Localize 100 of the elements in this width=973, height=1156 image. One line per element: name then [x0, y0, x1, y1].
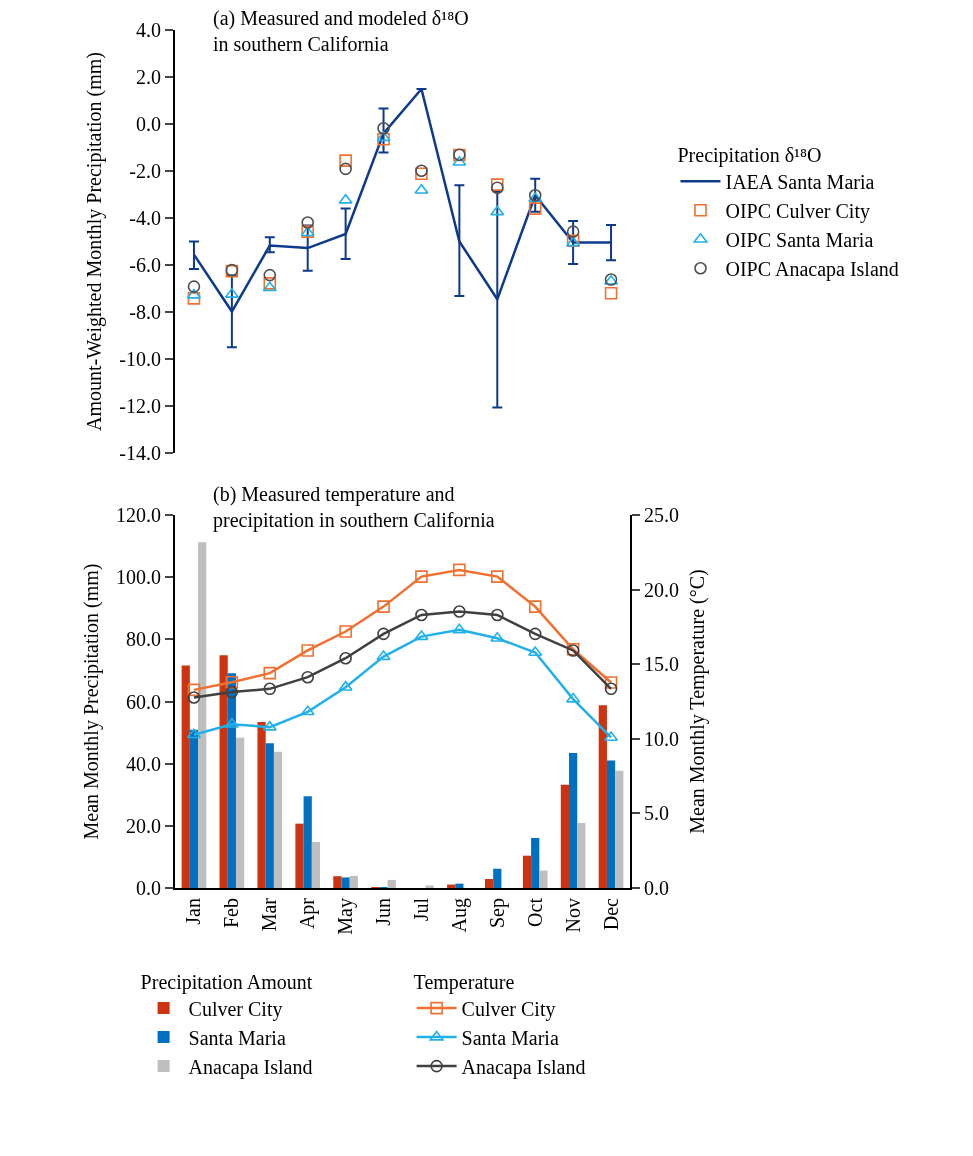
bar: [273, 751, 283, 888]
bar: [522, 855, 532, 888]
bar: [295, 823, 304, 888]
x-tick-label: Jun: [372, 898, 395, 926]
bar: [311, 842, 321, 888]
bar: [569, 753, 578, 888]
point: [528, 627, 542, 641]
point: [414, 630, 429, 641]
y-tick-label: 100.0: [116, 566, 161, 589]
legend-label: Santa Maria: [188, 1026, 286, 1049]
point: [604, 676, 618, 689]
y-tick-label: 4.0: [136, 19, 161, 41]
point: [339, 154, 352, 167]
x-tick-label: Jul: [409, 897, 432, 922]
point: [376, 131, 391, 142]
text: Temperature: [413, 970, 515, 993]
y-tick-label: -8.0: [129, 301, 161, 323]
y-tick-label: 2.0: [136, 66, 161, 88]
x-tick-label: Mar: [258, 897, 281, 932]
y2-tick-label: 15.0: [644, 653, 679, 676]
bar: [539, 870, 548, 888]
point: [263, 666, 277, 680]
bar: [257, 722, 266, 888]
bar: [333, 876, 342, 888]
text: Precipitation Amount: [140, 970, 313, 993]
x-tick-label: Dec: [599, 897, 622, 931]
y-tick-label: 0.0: [136, 877, 161, 899]
y2-tick-label: 10.0: [644, 727, 679, 750]
bar: [493, 868, 502, 888]
bar: [531, 837, 540, 888]
x-tick-label: May: [334, 898, 358, 935]
point: [453, 563, 466, 577]
legend-label: Anacapa Island: [461, 1055, 586, 1079]
bar: [189, 729, 199, 888]
point: [453, 605, 466, 618]
point: [566, 225, 580, 238]
chart-title: (b) Measured temperature and precipitation in southern California: [213, 483, 495, 532]
point: [225, 675, 239, 689]
x-tick-label: Nov: [561, 898, 584, 933]
legend-label: Culver City: [461, 997, 556, 1021]
y-tick-label: -10.0: [119, 348, 161, 370]
point: [301, 644, 315, 657]
point: [528, 192, 543, 203]
point: [338, 680, 353, 691]
point: [377, 627, 390, 641]
bar: [560, 784, 570, 888]
y2-axis-title: Mean Monthly Temperature (°C): [686, 569, 709, 834]
bar: [303, 796, 312, 888]
y2-tick-label: 20.0: [644, 578, 679, 601]
point: [528, 202, 542, 215]
point: [225, 685, 239, 699]
point: [376, 650, 391, 661]
y-tick-label: 60.0: [126, 690, 161, 713]
legend-label: OIPC Anacapa Island: [725, 258, 899, 282]
legend-label: IAEA Santa Maria: [725, 171, 875, 194]
legend-label: Santa Maria: [461, 1026, 559, 1049]
point: [604, 682, 618, 696]
y-tick-label: 20.0: [126, 814, 161, 837]
x-tick-label: Apr: [296, 897, 320, 930]
point: [528, 646, 543, 657]
point: [452, 623, 467, 634]
x-tick-label: Oct: [523, 897, 546, 927]
point: [490, 608, 504, 622]
point: [339, 625, 352, 638]
y-axis-title: Amount-Weighted Monthly Precipitation (mm): [83, 52, 107, 431]
point: [377, 121, 390, 135]
x-tick-label: Aug: [447, 898, 471, 933]
point: [263, 682, 277, 696]
point: [414, 183, 429, 194]
y-tick-label: 0.0: [136, 113, 161, 135]
point: [377, 600, 390, 613]
bar: [484, 878, 494, 888]
y2-tick-label: 25.0: [644, 504, 679, 526]
point: [300, 705, 315, 716]
y-tick-label: 40.0: [126, 752, 161, 775]
point: [187, 691, 201, 704]
bar: [606, 760, 616, 888]
point: [490, 631, 505, 642]
bar: [349, 875, 358, 888]
legend-label: OIPC Culver City: [725, 200, 870, 224]
point: [490, 570, 504, 583]
y2-tick-label: 0.0: [644, 877, 669, 899]
bar: [598, 705, 607, 888]
point: [338, 193, 353, 204]
legend-label: Anacapa Island: [188, 1055, 313, 1079]
point: [339, 162, 352, 176]
bar: [198, 542, 207, 888]
point: [301, 670, 315, 684]
y-tick-label: -14.0: [119, 442, 161, 464]
bar: [235, 737, 245, 888]
point: [187, 280, 201, 293]
point: [301, 216, 315, 229]
bar: [577, 823, 586, 888]
legend-label: Culver City: [188, 997, 283, 1021]
y-axis-title: Mean Monthly Precipitation (mm): [80, 563, 103, 840]
y2-tick-label: 5.0: [644, 802, 669, 825]
point: [415, 608, 428, 622]
x-tick-label: Sep: [485, 898, 509, 928]
y-tick-label: -6.0: [129, 254, 161, 276]
x-tick-label: Feb: [220, 898, 243, 928]
